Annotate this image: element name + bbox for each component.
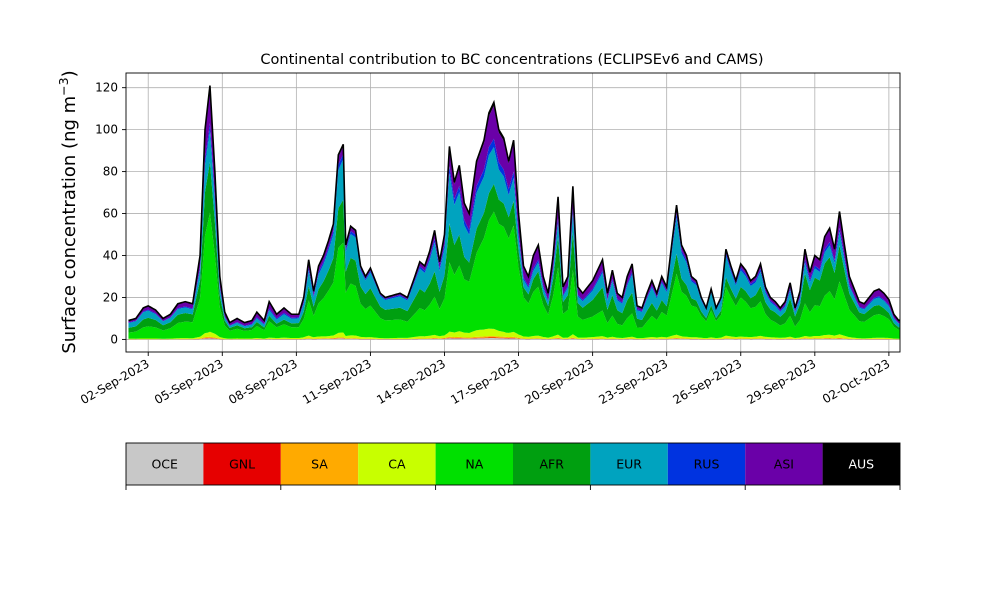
legend-swatch-oce bbox=[126, 443, 204, 485]
y-axis-label-close: ) bbox=[59, 70, 80, 77]
x-tick-label: 26-Sep-2023 bbox=[670, 356, 744, 407]
x-tick-label: 08-Sep-2023 bbox=[226, 356, 300, 407]
legend-swatch-ca bbox=[358, 443, 436, 485]
y-tick-label: 60 bbox=[103, 207, 118, 221]
area-series-oce bbox=[128, 338, 900, 340]
y-tick-label: 0 bbox=[110, 332, 118, 346]
legend-label-asi: ASI bbox=[774, 457, 794, 472]
area-series bbox=[128, 85, 900, 340]
total-outline bbox=[128, 85, 900, 324]
x-tick-label: 29-Sep-2023 bbox=[745, 356, 819, 407]
y-tick-label: 100 bbox=[95, 123, 118, 137]
legend-frame bbox=[125, 442, 901, 486]
y-tick-label: 120 bbox=[95, 81, 118, 95]
legend-swatch-rus bbox=[667, 443, 746, 485]
legend-label-afr: AFR bbox=[539, 457, 564, 472]
legend-swatch-eur bbox=[590, 443, 668, 485]
legend-swatch-aus bbox=[822, 443, 900, 485]
y-axis-label: Surface concentration (ng m−3) bbox=[56, 70, 80, 353]
x-tick-label: 05-Sep-2023 bbox=[152, 356, 226, 407]
legend-swatch-sa bbox=[280, 443, 359, 485]
x-tick-label: 02-Sep-2023 bbox=[78, 356, 152, 407]
legend-swatch-na bbox=[435, 443, 513, 485]
x-tick-label: 23-Sep-2023 bbox=[596, 356, 670, 407]
area-series-na bbox=[128, 211, 900, 339]
chart-title: Continental contribution to BC concentra… bbox=[260, 52, 763, 68]
legend-label-ca: CA bbox=[388, 457, 406, 472]
y-axis-label-main: Surface concentration (ng m bbox=[59, 96, 80, 354]
x-tick-label: 14-Sep-2023 bbox=[374, 356, 448, 407]
legend-label-oce: OCE bbox=[151, 457, 178, 472]
y-tick-label: 40 bbox=[103, 249, 118, 263]
legend-label-rus: RUS bbox=[694, 457, 720, 472]
legend-label-eur: EUR bbox=[616, 457, 642, 472]
legend-colorbar: OCE GNL SA CA NA AFR EUR RUS ASI AUS bbox=[125, 442, 901, 490]
plot-frame bbox=[125, 72, 901, 353]
area-series-gnl bbox=[128, 337, 900, 340]
area-series-afr bbox=[128, 161, 900, 333]
x-tick-label: 02-Oct-2023 bbox=[820, 356, 892, 406]
x-tick-label: 20-Sep-2023 bbox=[522, 356, 596, 407]
legend-label-na: NA bbox=[465, 457, 483, 472]
y-axis-label-exponent: −3 bbox=[56, 77, 71, 95]
x-tick-label: 11-Sep-2023 bbox=[300, 356, 374, 407]
y-tick-label: 80 bbox=[103, 165, 118, 179]
area-series-ca bbox=[128, 328, 900, 340]
legend-label-gnl: GNL bbox=[229, 457, 255, 472]
legend-swatch-asi bbox=[745, 443, 823, 485]
legend-label-aus: AUS bbox=[848, 457, 874, 472]
legend-swatch-gnl bbox=[203, 443, 281, 485]
y-tick-label: 20 bbox=[103, 290, 118, 304]
x-tick-label: 17-Sep-2023 bbox=[448, 356, 522, 407]
area-series-eur bbox=[128, 130, 900, 329]
legend-swatch-afr bbox=[513, 443, 591, 485]
area-series-sa bbox=[128, 336, 900, 340]
legend-label-sa: SA bbox=[311, 457, 328, 472]
